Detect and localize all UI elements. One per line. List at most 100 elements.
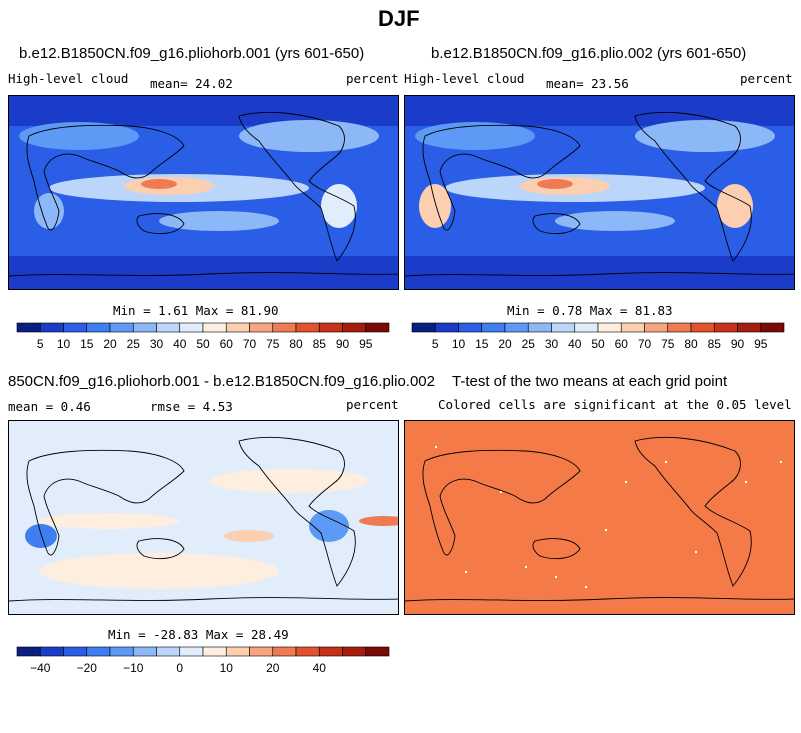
- panel2-colorbar-swatch: [458, 322, 483, 333]
- panel2-colorbar-swatch: [411, 322, 436, 333]
- panel1-field-storm-track-west: [19, 122, 139, 150]
- panel2-field-south: [405, 256, 794, 289]
- panel2-colorbar-swatch: [737, 322, 762, 333]
- panel1-colorbar-swatch: [202, 322, 227, 333]
- panel2-colorbar: 5 10 15 20 25 30 40 50 60 70 75 80 85 90 95: [411, 322, 785, 351]
- panel3-colorbar-tick-label: 0: [176, 661, 183, 675]
- panel1-colorbar-swatch: [109, 322, 134, 333]
- panel3-field-africa: [25, 524, 57, 548]
- panel2-colorbar-tick-label: 15: [475, 337, 489, 351]
- panel1-colorbar: 5 10 15 20 25 30 40 50 60 70 75 80 85 90 95: [16, 322, 390, 351]
- panel1-colorbar-swatch: [342, 322, 367, 333]
- panel4-insignificant-cells: [435, 446, 782, 588]
- panel1-colorbar-tick-label: 90: [336, 337, 350, 351]
- panel2-colorbar-tick-label: 20: [498, 337, 512, 351]
- panel2-field-north: [405, 96, 794, 126]
- panel1-colorbar-swatch: [249, 322, 274, 333]
- panel3-field-north-warm: [209, 469, 369, 493]
- panel2-map-svg: [405, 96, 794, 289]
- panel3-colorbar-tick-label: −10: [123, 661, 144, 675]
- panel3-rmse: rmse = 4.53: [150, 399, 233, 414]
- panel1-colorbar-swatch: [39, 322, 64, 333]
- panel1-colorbar-tick-label: 85: [313, 337, 327, 351]
- panel2-map: [404, 95, 795, 290]
- panel4-coastline-antarctica: [405, 597, 794, 602]
- panel2-colorbar-tick-label: 70: [638, 337, 652, 351]
- panel3-colorbar-swatch: [63, 646, 88, 657]
- panel2-coastline-antarctica: [405, 272, 794, 277]
- panel3-coastline-eurasia-africa: [26, 449, 185, 556]
- panel2-colorbar-swatch: [690, 322, 715, 333]
- panel1-colorbar-swatch: [63, 322, 88, 333]
- panel2-colorbar-tick-label: 85: [708, 337, 722, 351]
- panel3-mean: mean = 0.46: [8, 399, 91, 414]
- panel1-colorbar-tick-label: 20: [103, 337, 117, 351]
- panel3-colorbar-swatch: [39, 646, 64, 657]
- panel2-colorbar-swatch: [644, 322, 669, 333]
- panel2-colorbar-swatch: [551, 322, 576, 333]
- panel2-colorbar-swatch: [597, 322, 622, 333]
- panel2-colorbar-tick-label: 95: [754, 337, 768, 351]
- panel1-colorbar-swatch: [179, 322, 204, 333]
- panel3-coastline-australia: [136, 538, 185, 560]
- panel2-coastline-eurasia-africa: [422, 124, 581, 231]
- panel1-coastline-eurasia-africa: [26, 124, 185, 231]
- panel1-colorbar-tick-label: 75: [266, 337, 280, 351]
- panel1-colorbar-swatch: [86, 322, 111, 333]
- panel2-colorbar-tick-label: 50: [591, 337, 605, 351]
- panel1-colorbar-swatch: [365, 322, 390, 333]
- panel1-colorbar-swatch: [318, 322, 343, 333]
- panel3-colorbar-tick-label: 10: [220, 661, 234, 675]
- panel1-colorbar-tick-label: 80: [289, 337, 303, 351]
- panel3-coastline-americas: [238, 436, 356, 587]
- panel3-field-atlantic: [359, 516, 398, 526]
- panel3-colorbar-swatch: [16, 646, 41, 657]
- panel3-colorbar-swatch: [109, 646, 134, 657]
- panel1-map: [8, 95, 399, 290]
- panel3-colorbar: −40 −20 −10 0 10 20 40: [16, 646, 390, 675]
- panel1-colorbar-tick-label: 25: [127, 337, 141, 351]
- panel1-colorbar-tick-label: 40: [173, 337, 187, 351]
- panel1-field-africa: [34, 193, 64, 229]
- panel2-field-storm-track-west: [415, 122, 535, 150]
- panel3-colorbar-swatch: [86, 646, 111, 657]
- panel3-units: percent: [346, 397, 399, 412]
- panel1-colorbar-tick-label: 95: [359, 337, 373, 351]
- panel1-coastline-antarctica: [9, 272, 398, 277]
- panel3-map: [8, 420, 399, 615]
- panel2-colorbar-swatch: [527, 322, 552, 333]
- panel3-title: 850CN.f09_g16.pliohorb.001 - b.e12.B1850…: [8, 373, 435, 390]
- panel1-colorbar-tick-label: 15: [80, 337, 94, 351]
- panel1-colorbar-swatch: [272, 322, 297, 333]
- panel2-field-storm-track: [635, 120, 775, 152]
- panel1-field-north: [9, 96, 398, 126]
- panel1-title: b.e12.B1850CN.f09_g16.pliohorb.001 (yrs …: [19, 45, 365, 62]
- panel3-colorbar-swatch: [225, 646, 250, 657]
- panel1-colorbar-tick-label: 5: [37, 337, 44, 351]
- panel1-field-storm-track: [239, 120, 379, 152]
- panel3-colorbar-tick-label: 20: [266, 661, 280, 675]
- panel2-colorbar-swatch: [574, 322, 599, 333]
- panel2-title: b.e12.B1850CN.f09_g16.plio.002 (yrs 601-…: [431, 45, 747, 62]
- panel2-variable-label: High-level cloud: [404, 71, 525, 86]
- panel1-colorbar-swatch: [156, 322, 181, 333]
- panel2-stats: Min = 0.78 Max = 81.83: [507, 303, 673, 318]
- panel3-coastline-antarctica: [9, 597, 398, 602]
- panel3-stats: Min = -28.83 Max = 28.49: [108, 627, 289, 642]
- panel2-colorbar-tick-label: 30: [545, 337, 559, 351]
- panel3-colorbar-tick-label: 40: [313, 661, 327, 675]
- panel2-colorbar-swatch: [667, 322, 692, 333]
- panel3-colorbar-swatch: [342, 646, 367, 657]
- panel4-title: T-test of the two means at each grid poi…: [452, 373, 728, 390]
- panel2-field-africa: [419, 184, 451, 228]
- panel3-colorbar-swatch: [295, 646, 320, 657]
- panel1-coastline-australia: [136, 213, 185, 235]
- panel1-stats: Min = 1.61 Max = 81.90: [113, 303, 279, 318]
- panel2-colorbar-tick-label: 5: [432, 337, 439, 351]
- panel2-colorbar-tick-label: 10: [452, 337, 466, 351]
- panel3-field-amazon: [309, 510, 349, 542]
- panel4-coastline-americas: [634, 436, 752, 587]
- panel3-colorbar-tick-label: −20: [77, 661, 98, 675]
- panel2-field-amazon: [717, 184, 753, 228]
- panel1-colorbar-swatch: [225, 322, 250, 333]
